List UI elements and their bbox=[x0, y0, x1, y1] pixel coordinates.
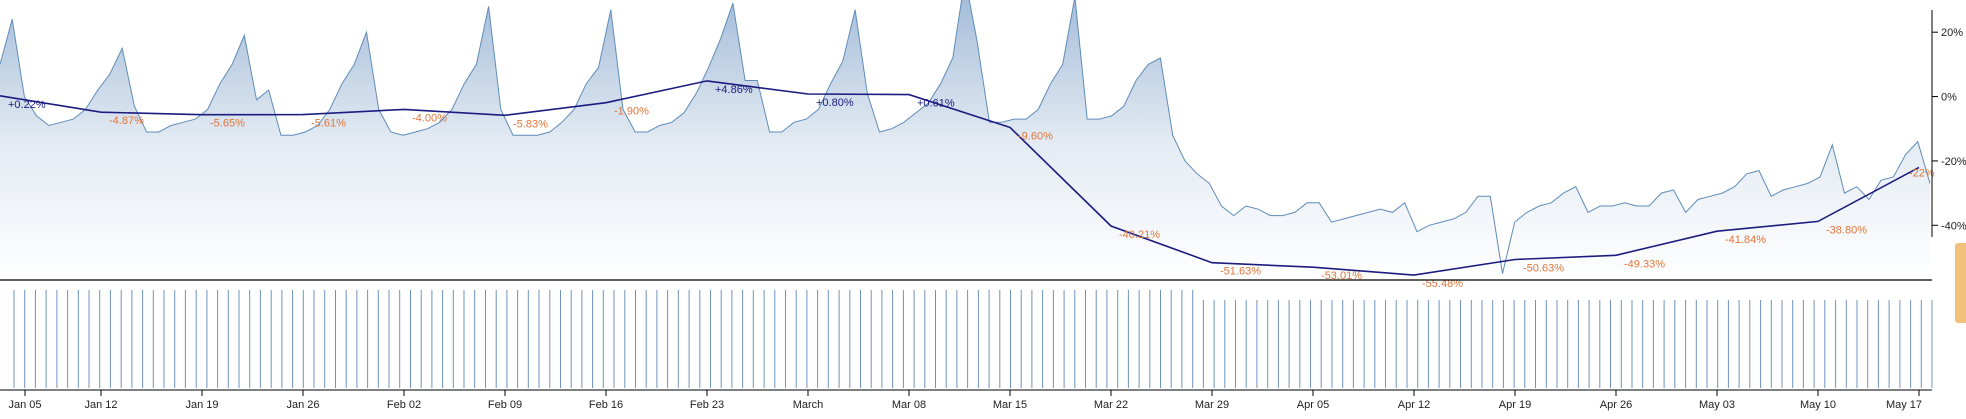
side-panel-tab[interactable] bbox=[1955, 243, 1966, 323]
x-tick-label: Jan 26 bbox=[286, 399, 319, 411]
weekly-data-label: +0.80% bbox=[816, 97, 854, 109]
weekly-data-label: -5.61% bbox=[311, 118, 346, 130]
x-tick-label: March bbox=[793, 399, 824, 411]
area-fill bbox=[0, 0, 1930, 280]
x-tick-label: Apr 12 bbox=[1398, 399, 1430, 411]
y-tick-label: 0% bbox=[1941, 92, 1957, 104]
weekly-data-label: -49.33% bbox=[1624, 258, 1665, 270]
x-tick-label: Jan 12 bbox=[84, 399, 117, 411]
x-tick-label: Apr 05 bbox=[1297, 399, 1329, 411]
weekly-data-label: -22% bbox=[1909, 167, 1935, 179]
y-tick-label: -20% bbox=[1941, 156, 1966, 168]
x-tick-label: May 17 bbox=[1886, 399, 1922, 411]
weekly-data-label: +0.22% bbox=[8, 99, 46, 111]
x-tick-label: Feb 02 bbox=[387, 399, 421, 411]
weekly-data-label: -1.90% bbox=[614, 106, 649, 118]
weekly-data-label: -53.01% bbox=[1321, 270, 1362, 282]
weekly-trend-line bbox=[0, 80, 1920, 276]
x-tick-label: May 03 bbox=[1699, 399, 1735, 411]
x-tick-label: Mar 22 bbox=[1094, 399, 1128, 411]
weekly-data-label: -51.63% bbox=[1220, 266, 1261, 278]
x-tick-label: Apr 26 bbox=[1600, 399, 1632, 411]
weekly-data-label: -9.60% bbox=[1018, 130, 1053, 142]
x-tick-label: Mar 08 bbox=[892, 399, 926, 411]
weekly-data-label: -55.48% bbox=[1422, 278, 1463, 290]
weekly-data-label: -40.21% bbox=[1119, 229, 1160, 241]
weekly-data-label: +4.86% bbox=[715, 84, 753, 96]
weekly-data-label: -50.63% bbox=[1523, 262, 1564, 274]
x-tick-label: Mar 15 bbox=[993, 399, 1027, 411]
y-tick-label: 20% bbox=[1941, 27, 1963, 39]
x-tick-label: Jan 05 bbox=[8, 399, 41, 411]
x-tick-label: Feb 16 bbox=[589, 399, 623, 411]
daily-series-line bbox=[0, 0, 1931, 274]
weekly-data-label: -5.83% bbox=[513, 118, 548, 130]
x-tick-label: Apr 19 bbox=[1499, 399, 1531, 411]
weekly-data-label: -38.80% bbox=[1826, 224, 1867, 236]
x-tick-label: Jan 19 bbox=[185, 399, 218, 411]
weekly-data-label: -41.84% bbox=[1725, 234, 1766, 246]
x-tick-label: Feb 09 bbox=[488, 399, 522, 411]
x-tick-label: Feb 23 bbox=[690, 399, 724, 411]
weekly-data-label: -4.87% bbox=[109, 115, 144, 127]
y-tick-label: -40% bbox=[1941, 220, 1966, 232]
weekly-data-label: -5.65% bbox=[210, 118, 245, 130]
x-tick-label: May 10 bbox=[1800, 399, 1836, 411]
weekly-data-label: +0.61% bbox=[917, 98, 955, 110]
weekly-data-label: -4.00% bbox=[412, 112, 447, 124]
x-tick-label: Mar 29 bbox=[1195, 399, 1229, 411]
